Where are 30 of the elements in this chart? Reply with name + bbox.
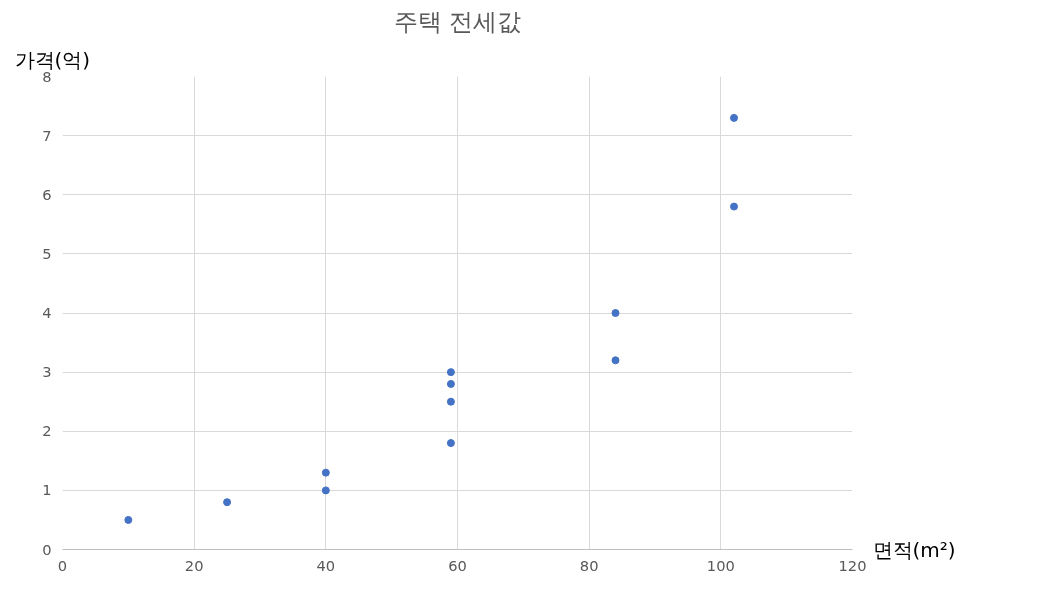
y-tick-label: 1 (42, 481, 52, 499)
point (446, 397, 455, 406)
x-tick-label: 60 (448, 556, 467, 574)
point (446, 379, 455, 388)
x-tick-label: 120 (838, 556, 867, 574)
point (321, 486, 330, 495)
point (611, 356, 620, 365)
point (446, 368, 455, 377)
y-tick-label: 4 (42, 304, 52, 321)
x-tick-label: 100 (706, 556, 735, 574)
point (223, 498, 232, 507)
y-tick-label: 7 (42, 126, 52, 144)
x-tick-label: 20 (184, 556, 204, 574)
point (124, 515, 133, 524)
point (730, 202, 738, 211)
y-tick-label: 5 (42, 244, 52, 262)
point (730, 113, 738, 122)
point (321, 468, 330, 477)
point (611, 309, 620, 317)
point (446, 439, 455, 448)
x-axis-title: 면적(m²) (872, 537, 956, 562)
y-tick-label: 3 (42, 363, 52, 381)
y-tick-label: 0 (42, 540, 52, 558)
y-tick-label: 6 (42, 185, 52, 203)
chart-title: 주택 전세값 (393, 7, 522, 36)
y-tick-label: 2 (42, 422, 52, 440)
x-tick-label: 40 (316, 556, 336, 574)
x-tick-label: 0 (57, 556, 68, 574)
x-tick-label: 80 (579, 556, 599, 574)
y-axis-title: 가격(억) (14, 47, 91, 72)
